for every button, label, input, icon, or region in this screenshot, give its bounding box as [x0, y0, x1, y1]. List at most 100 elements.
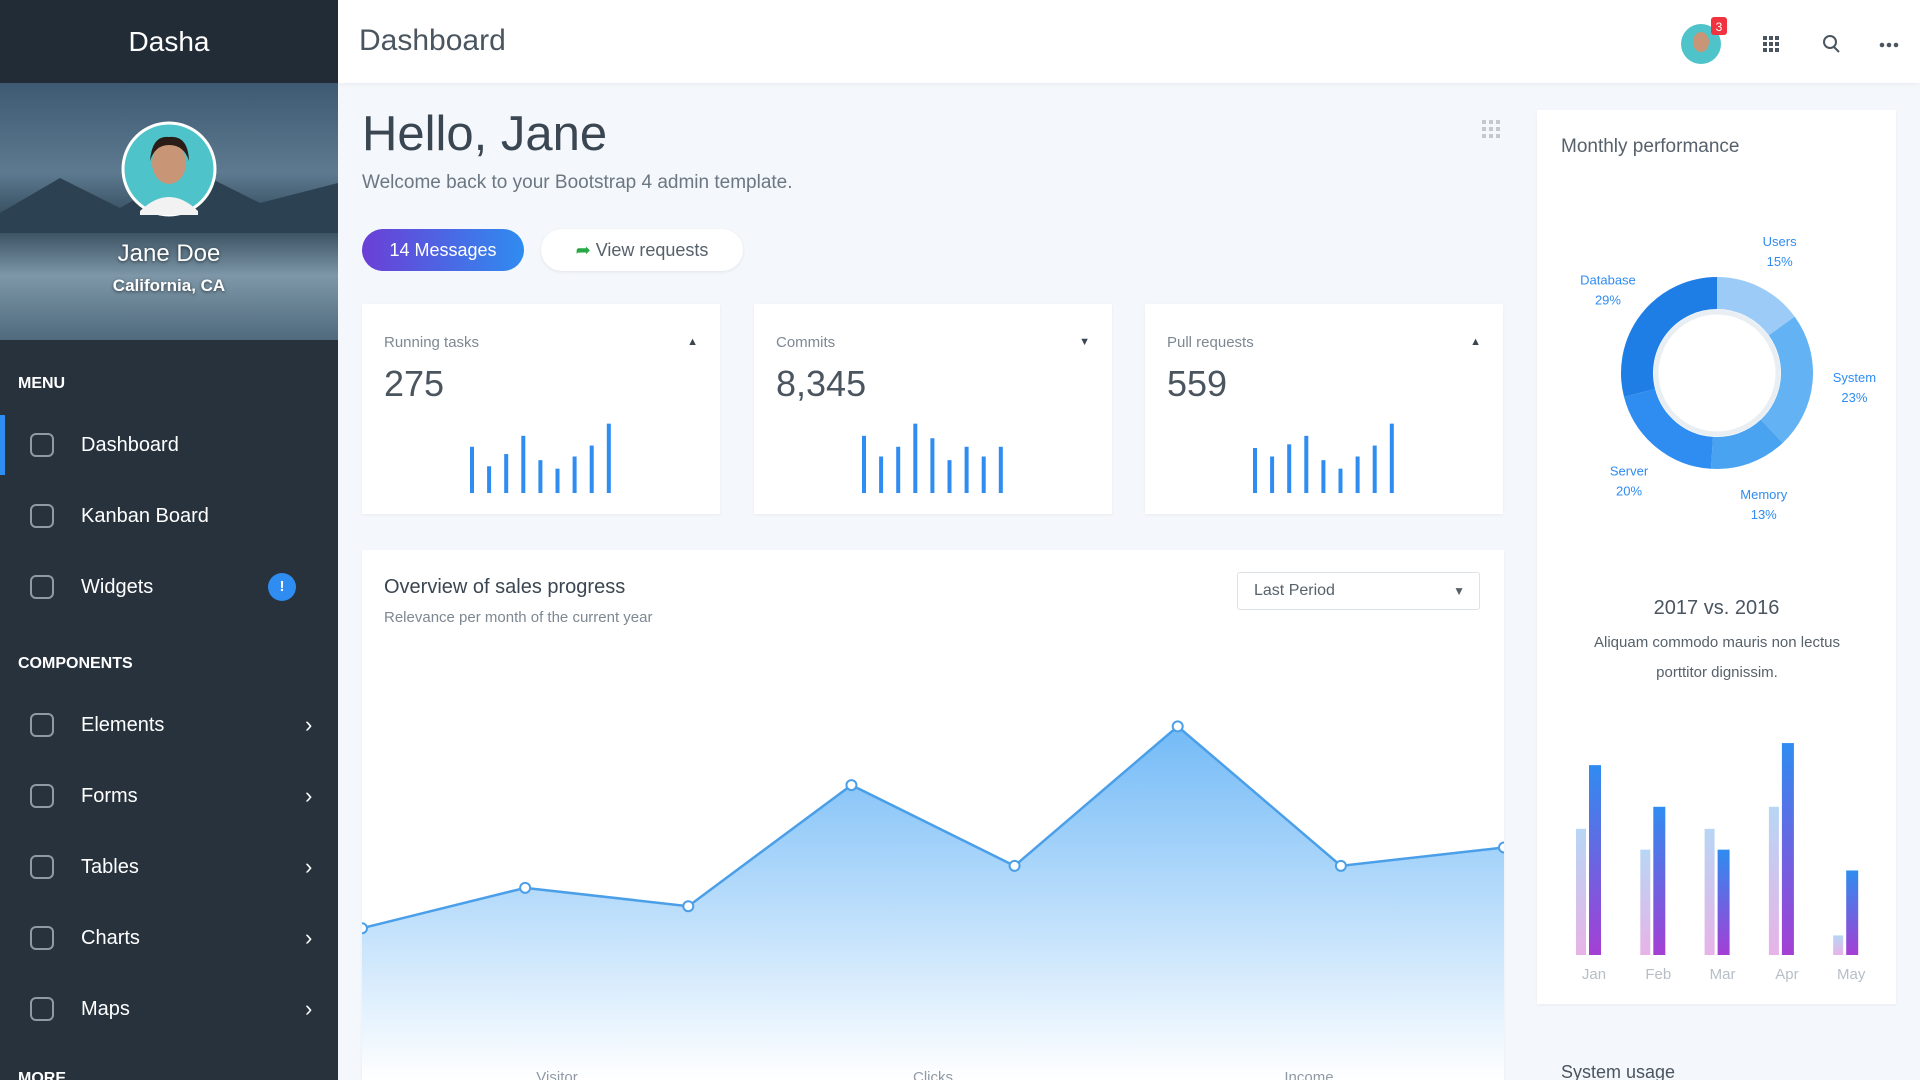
bar — [1576, 828, 1586, 955]
chevron: › — [305, 854, 313, 879]
icon-shape — [30, 784, 54, 808]
menu-label: Tables — [81, 856, 139, 878]
grid-icon[interactable] — [1482, 120, 1500, 138]
donut-segment — [1716, 277, 1795, 336]
avatar-face — [152, 142, 186, 184]
menu-item[interactable]: Widgets! — [0, 557, 338, 617]
period-dropdown[interactable]: Last Period ▼ — [1237, 572, 1480, 610]
bar — [1589, 765, 1601, 955]
area — [362, 726, 1504, 1080]
user-name: Jane Doe — [117, 240, 221, 267]
spark-bar — [1338, 468, 1343, 493]
user-location: California, CA — [112, 276, 226, 295]
stat-value: 559 — [1167, 363, 1228, 404]
spark-bar — [538, 460, 543, 493]
dropdown-caret: ▼ — [1453, 584, 1465, 598]
stat-value: 275 — [384, 363, 445, 404]
menu-item[interactable]: Elements › — [0, 695, 338, 755]
spark-bar — [947, 460, 952, 493]
section-title: COMPONENTS — [18, 655, 133, 672]
spark-bar — [1270, 456, 1275, 493]
search-icon[interactable] — [1823, 35, 1840, 53]
comparison-title: 2017 vs. 2016 — [1653, 597, 1780, 619]
spark-bar — [470, 446, 474, 493]
brand[interactable]: Dasha — [0, 0, 338, 83]
x-tick-label: May — [1837, 966, 1866, 983]
sidebar: Dasha Jane Doe California, CA MENU Dashbo… — [0, 0, 338, 1080]
menu-icon — [30, 926, 54, 950]
spark-bar — [555, 468, 560, 493]
segment-label: Database — [1580, 272, 1636, 287]
spark-bar — [981, 456, 986, 493]
series-label: Income — [1284, 1069, 1333, 1080]
menu-item[interactable]: Charts › — [0, 908, 338, 968]
spark-bar — [1321, 460, 1326, 493]
avatar-body — [140, 197, 198, 215]
spark-bar — [589, 445, 594, 493]
more-icon[interactable] — [1879, 42, 1899, 48]
icon-shape — [30, 504, 54, 528]
apps-icon[interactable] — [1763, 36, 1779, 52]
profile-art — [0, 121, 338, 233]
spark-bar — [930, 438, 935, 493]
icon-shape — [30, 926, 54, 950]
segment-label: Memory — [1740, 487, 1787, 502]
spark-bar — [1372, 445, 1377, 493]
chevron: › — [305, 712, 313, 737]
x-tick-label: Jan — [1582, 966, 1606, 983]
messages-button[interactable]: 14 Messages — [362, 229, 524, 271]
comparison-text: Aliquam commodo mauris non lectus portti… — [1594, 634, 1840, 681]
icon-shape — [30, 855, 54, 879]
menu-item[interactable]: Tables › — [0, 837, 338, 897]
point — [1171, 720, 1184, 733]
donut-inner-ring — [1653, 309, 1781, 437]
sales-title: Overview of sales progress — [384, 576, 626, 598]
menu-item[interactable]: Kanban Board — [0, 486, 338, 546]
menu-item[interactable]: Dashboard — [0, 415, 338, 475]
chevron: › — [305, 996, 313, 1021]
sales-card: Overview of sales progress Relevance per… — [362, 550, 1504, 1080]
spark-bar — [1389, 423, 1394, 493]
stat-card: Pull requests 559 ▲ — [1145, 304, 1503, 514]
bar — [1768, 806, 1779, 955]
x-tick-label: Feb — [1645, 966, 1671, 983]
bar — [1717, 849, 1730, 955]
menu-item[interactable]: Forms › — [0, 766, 338, 826]
greeting-title: Hello, Jane — [362, 107, 608, 161]
spark-bar — [896, 446, 901, 493]
notification-badge[interactable] — [1711, 17, 1727, 35]
spark-bar — [1355, 456, 1360, 493]
menu-label: Dashboard — [81, 434, 179, 456]
sparkline — [470, 423, 611, 493]
requests-label: View requests — [595, 240, 709, 260]
menu-icon — [30, 997, 54, 1021]
segment-value: 20% — [1616, 483, 1642, 498]
chevron: › — [305, 783, 313, 808]
stat-label: Commits — [776, 334, 836, 351]
performance-card: Monthly performance 2017 vs. 2016 Aliqua… — [1537, 110, 1896, 1004]
bar — [1833, 935, 1844, 955]
menu-icon — [30, 433, 54, 457]
menu-label: Forms — [81, 785, 138, 807]
menu-label: Elements — [81, 714, 165, 736]
user-avatar-face — [1693, 32, 1709, 52]
segment-label: Server — [1610, 463, 1649, 478]
menu-item[interactable]: Maps › — [0, 979, 338, 1039]
trend-icon: ▲ — [1470, 336, 1481, 348]
bar — [1640, 849, 1651, 955]
line — [362, 724, 1504, 930]
avatar-hair — [150, 136, 189, 161]
point — [1498, 841, 1504, 854]
x-tick-label: Apr — [1775, 966, 1798, 983]
point — [682, 900, 695, 913]
icon-shape — [30, 997, 54, 1021]
spark-bar — [879, 456, 884, 493]
segment-value: 13% — [1751, 507, 1777, 522]
spark-bar — [1253, 447, 1257, 493]
section-title: MORE — [18, 1070, 66, 1080]
donut-segment — [1624, 388, 1714, 469]
menu-icon — [30, 713, 54, 737]
point — [1334, 859, 1347, 872]
requests-button[interactable]: ➦ View requests — [541, 229, 743, 271]
